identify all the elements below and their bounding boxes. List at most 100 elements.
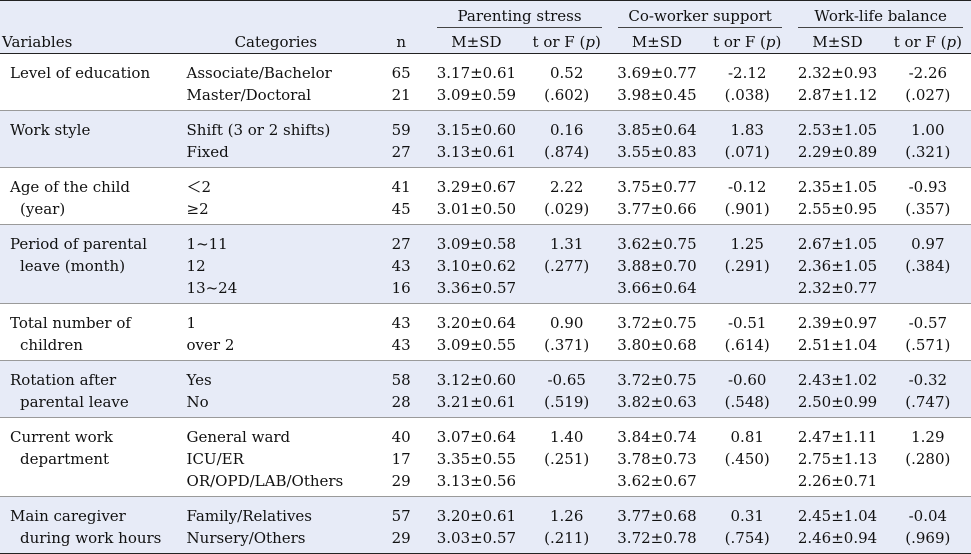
cell-line: 41 <box>391 178 411 196</box>
n-cell: 40 17 29 <box>373 418 429 497</box>
header-test-p: p <box>585 32 595 51</box>
variable-cell: Main caregiver during work hours <box>0 496 179 554</box>
cell-line: (.754) <box>724 529 770 547</box>
n-cell: 57 29 <box>373 496 430 554</box>
cell-line: 0.52 <box>549 64 584 82</box>
cell-line: Rotation after <box>10 371 117 389</box>
n-cell: 41 45 <box>373 168 429 225</box>
variable-cell: Current work department <box>0 418 179 497</box>
cell-line: 3.17±0.61 <box>436 64 517 82</box>
cell-line: 2.29±0.89 <box>797 143 878 161</box>
cell-line: 1.29 <box>911 428 945 446</box>
header-coworker-support: Co-worker support <box>609 0 791 30</box>
work-life-balance-msd-cell: 2.45±1.04 2.46±0.94 <box>790 496 885 554</box>
cell-line: department <box>20 450 110 468</box>
header-test-close: ) <box>594 32 601 51</box>
cell-line: 3.72±0.75 <box>617 314 697 332</box>
header-test-close: ) <box>775 32 782 51</box>
table-row: Period of parental leave (month) 1~11 12 13~… <box>0 224 971 304</box>
cell-line: 3.62±0.67 <box>617 472 697 490</box>
cell-line: 2.45±1.04 <box>797 507 878 525</box>
cell-line: -2.26 <box>908 64 948 82</box>
cell-line: 3.55±0.83 <box>617 143 697 161</box>
cell-line: 3.75±0.77 <box>617 178 697 196</box>
work-life-balance-msd-cell: 2.35±1.05 2.55±0.95 <box>790 168 884 225</box>
cell-line: -0.65 <box>547 371 586 389</box>
variable-cell: Period of parental leave (month) <box>0 224 179 304</box>
cell-line: Work style <box>10 121 91 139</box>
cell-line: 43 <box>391 257 411 275</box>
cell-line: -0.04 <box>908 507 948 525</box>
coworker-support-msd-cell: 3.75±0.77 3.77±0.66 <box>610 168 704 225</box>
parenting-stress-test-cell: -0.65 (.519) <box>523 360 610 418</box>
work-life-balance-test-cell: 0.97 (.384) <box>884 224 971 304</box>
cell-line: 3.62±0.75 <box>617 235 697 253</box>
cell-line: 28 <box>391 393 411 411</box>
cell-line: 27 <box>391 143 411 161</box>
parenting-stress-test-cell: 2.22 (.029) <box>524 168 610 225</box>
cell-line: -0.51 <box>727 314 767 332</box>
cell-line: Yes <box>186 371 212 389</box>
cell-line: 2.35±1.05 <box>797 178 878 196</box>
cell-line: during work hours <box>20 529 162 547</box>
cell-line: 3.36±0.57 <box>436 279 517 297</box>
cell-line: 3.77±0.68 <box>617 507 697 525</box>
cell-line: (year) <box>20 200 66 218</box>
cell-line: 3.21±0.61 <box>436 393 517 411</box>
parenting-stress-msd-cell: 3.07±0.64 3.35±0.55 3.13±0.56 <box>429 418 523 497</box>
header-work-life-balance: Work-life balance <box>790 0 971 30</box>
cell-line: 3.66±0.64 <box>617 279 697 297</box>
cell-line: (.371) <box>544 336 590 354</box>
work-life-balance-test-cell: -0.04 (.969) <box>884 496 971 554</box>
header-variables: Variables <box>0 0 179 54</box>
parenting-stress-msd-cell: 3.29±0.67 3.01±0.50 <box>429 168 523 225</box>
cell-line: 3.15±0.60 <box>436 121 517 139</box>
header-msd: M±SD <box>609 30 705 54</box>
cell-line: 3.03±0.57 <box>436 529 517 547</box>
n-cell: 59 27 <box>373 110 430 168</box>
variable-cell: Rotation after parental leave <box>0 360 179 418</box>
cell-line: (.571) <box>905 336 951 354</box>
header-categories: Categories <box>178 0 374 54</box>
n-cell: 58 28 <box>373 360 430 418</box>
cell-line: 3.69±0.77 <box>617 64 697 82</box>
category-cell: Associate/Bachelor Master/Doctoral <box>179 54 374 111</box>
cell-line: OR/OPD/LAB/Others <box>186 472 344 490</box>
cell-line: 3.20±0.61 <box>436 507 517 525</box>
cell-line: 40 <box>391 428 411 446</box>
cell-line: 2.67±1.05 <box>797 235 878 253</box>
cell-line: 3.09±0.59 <box>436 86 517 104</box>
header-test-label: t or F ( <box>532 32 586 51</box>
parenting-stress-msd-cell: 3.15±0.60 3.13±0.61 <box>429 110 524 168</box>
cell-line: 3.98±0.45 <box>617 86 697 104</box>
cell-line: 1.00 <box>911 121 945 139</box>
category-cell: ＜2 ≥2 <box>179 168 374 225</box>
cell-line: 59 <box>391 121 411 139</box>
cell-line: 27 <box>391 235 411 253</box>
cell-line: 43 <box>391 314 411 332</box>
cell-line: 17 <box>391 450 411 468</box>
cell-line: (.548) <box>724 393 770 411</box>
header-test-label: t or F ( <box>713 32 766 51</box>
work-life-balance-msd-cell: 2.53±1.05 2.29±0.89 <box>790 110 885 168</box>
header-test: t or F (p) <box>704 30 791 54</box>
cell-line: 3.13±0.61 <box>436 143 517 161</box>
cell-line: (.602) <box>544 86 590 104</box>
cell-line: 65 <box>391 64 411 82</box>
cell-line: 2.26±0.71 <box>797 472 878 490</box>
coworker-support-test-cell: 0.31 (.754) <box>704 496 791 554</box>
cell-line: 29 <box>391 472 411 490</box>
cell-line: 1.40 <box>549 428 584 446</box>
cell-line: Age of the child <box>10 178 131 196</box>
cell-line: (.291) <box>724 257 770 275</box>
coworker-support-msd-cell: 3.62±0.75 3.88±0.70 3.66±0.64 <box>609 224 705 304</box>
cell-line: 2.32±0.77 <box>797 279 878 297</box>
cell-line: 12 <box>186 257 206 275</box>
cell-line: -0.93 <box>908 178 948 196</box>
work-life-balance-test-cell: -0.32 (.747) <box>884 360 971 418</box>
table-row: Rotation after parental leave Yes No 58 28 3.1… <box>0 360 971 418</box>
coworker-support-test-cell: 1.83 (.071) <box>704 110 791 168</box>
cell-line: (.321) <box>905 143 951 161</box>
coworker-support-msd-cell: 3.77±0.68 3.72±0.78 <box>609 496 705 554</box>
cell-line: Associate/Bachelor <box>186 64 332 82</box>
